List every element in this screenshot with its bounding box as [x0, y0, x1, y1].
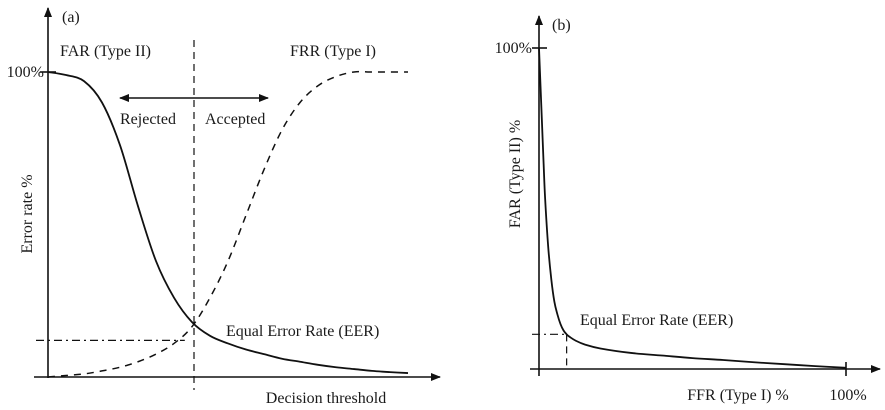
- panel-a: (a) 100% Error rate % Decision threshold…: [7, 7, 441, 407]
- panel-a-accepted-label: Accepted: [205, 111, 265, 128]
- panel-a-eer-label: Equal Error Rate (EER): [226, 323, 379, 340]
- panel-a-series-far-line: [47, 71, 409, 374]
- panel-b-x-axis-title: FFR (Type I) %: [687, 387, 789, 404]
- panel-a-label: (a): [62, 9, 80, 26]
- panel-a-legend-frr: FRR (Type I): [290, 43, 376, 60]
- panel-b-ytick-label: 100%: [495, 40, 532, 57]
- panel-b-y-axis-title: FAR (Type II) %: [507, 120, 524, 228]
- panel-b-xtick-label: 100%: [829, 387, 866, 404]
- panel-a-rejected-label: Rejected: [120, 111, 176, 128]
- panel-b-eer-label: Equal Error Rate (EER): [580, 312, 733, 329]
- panel-b: (b) 100% 100% FAR (Type II) % FFR (Type …: [495, 15, 881, 404]
- panel-b-series-curve-line: [538, 47, 847, 369]
- panel-a-y-axis-title: Error rate %: [19, 174, 36, 253]
- panel-a-legend-far: FAR (Type II): [60, 43, 151, 60]
- panel-b-label: (b): [552, 17, 571, 34]
- panel-a-x-axis-title: Decision threshold: [266, 390, 386, 407]
- panel-a-ytick-label: 100%: [7, 64, 44, 81]
